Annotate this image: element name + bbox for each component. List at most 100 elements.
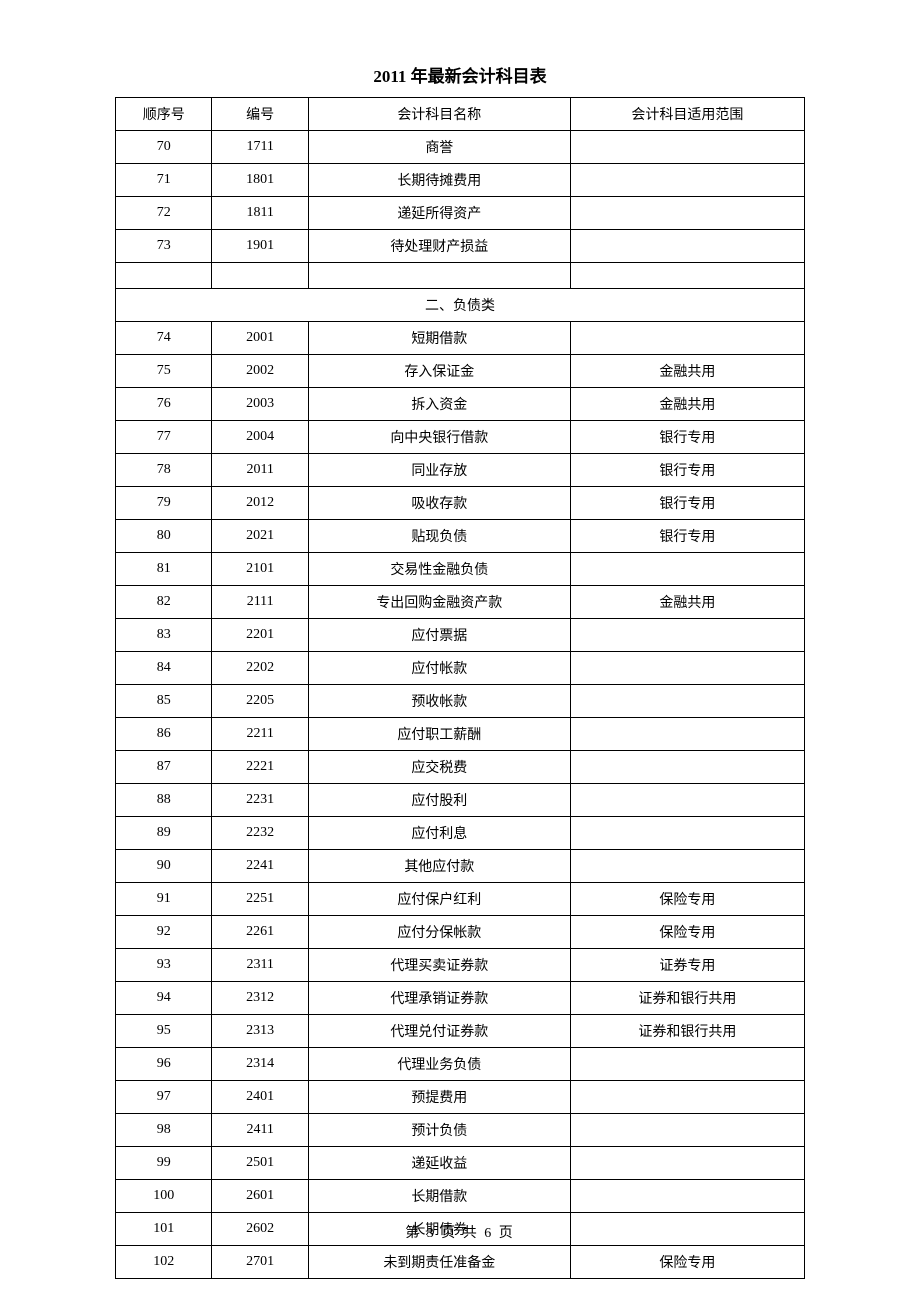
table-row: 842202应付帐款 bbox=[116, 652, 805, 685]
table-row: 752002存入保证金金融共用 bbox=[116, 355, 805, 388]
table-row: 952313代理兑付证券款证券和银行共用 bbox=[116, 1015, 805, 1048]
cell-code: 2241 bbox=[212, 850, 308, 883]
cell-name: 代理兑付证券款 bbox=[308, 1015, 570, 1048]
cell-seq: 71 bbox=[116, 164, 212, 197]
empty-cell bbox=[570, 263, 804, 289]
table-row: 822111专出回购金融资产款金融共用 bbox=[116, 586, 805, 619]
cell-scope bbox=[570, 1180, 804, 1213]
cell-name: 交易性金融负债 bbox=[308, 553, 570, 586]
cell-code: 2221 bbox=[212, 751, 308, 784]
cell-code: 2001 bbox=[212, 322, 308, 355]
cell-scope: 保险专用 bbox=[570, 916, 804, 949]
table-row: 812101交易性金融负债 bbox=[116, 553, 805, 586]
cell-seq: 96 bbox=[116, 1048, 212, 1081]
cell-name: 短期借款 bbox=[308, 322, 570, 355]
cell-name: 贴现负债 bbox=[308, 520, 570, 553]
cell-seq: 84 bbox=[116, 652, 212, 685]
cell-seq: 77 bbox=[116, 421, 212, 454]
empty-cell bbox=[308, 263, 570, 289]
table-row: 862211应付职工薪酬 bbox=[116, 718, 805, 751]
cell-name: 应付职工薪酬 bbox=[308, 718, 570, 751]
cell-seq: 80 bbox=[116, 520, 212, 553]
cell-name: 应付票据 bbox=[308, 619, 570, 652]
cell-seq: 95 bbox=[116, 1015, 212, 1048]
cell-seq: 86 bbox=[116, 718, 212, 751]
section-title: 二、负债类 bbox=[116, 289, 805, 322]
cell-code: 2021 bbox=[212, 520, 308, 553]
cell-scope: 银行专用 bbox=[570, 520, 804, 553]
cell-name: 预提费用 bbox=[308, 1081, 570, 1114]
cell-code: 2011 bbox=[212, 454, 308, 487]
cell-seq: 93 bbox=[116, 949, 212, 982]
cell-code: 2311 bbox=[212, 949, 308, 982]
cell-name: 未到期责任准备金 bbox=[308, 1246, 570, 1279]
cell-code: 2012 bbox=[212, 487, 308, 520]
cell-seq: 75 bbox=[116, 355, 212, 388]
cell-code: 2501 bbox=[212, 1147, 308, 1180]
table-row: 832201应付票据 bbox=[116, 619, 805, 652]
cell-seq: 100 bbox=[116, 1180, 212, 1213]
cell-scope bbox=[570, 619, 804, 652]
cell-code: 2312 bbox=[212, 982, 308, 1015]
cell-seq: 73 bbox=[116, 230, 212, 263]
cell-scope: 银行专用 bbox=[570, 487, 804, 520]
cell-code: 2401 bbox=[212, 1081, 308, 1114]
cell-code: 2004 bbox=[212, 421, 308, 454]
cell-seq: 70 bbox=[116, 131, 212, 164]
cell-name: 长期借款 bbox=[308, 1180, 570, 1213]
cell-code: 2202 bbox=[212, 652, 308, 685]
table-row: 721811递延所得资产 bbox=[116, 197, 805, 230]
cell-seq: 85 bbox=[116, 685, 212, 718]
cell-name: 吸收存款 bbox=[308, 487, 570, 520]
header-code: 编号 bbox=[212, 98, 308, 131]
empty-cell bbox=[116, 263, 212, 289]
table-row: 982411预计负债 bbox=[116, 1114, 805, 1147]
cell-scope: 银行专用 bbox=[570, 421, 804, 454]
table-row: 922261应付分保帐款保险专用 bbox=[116, 916, 805, 949]
empty-row bbox=[116, 263, 805, 289]
cell-scope bbox=[570, 131, 804, 164]
cell-name: 应付保户红利 bbox=[308, 883, 570, 916]
cell-name: 预计负债 bbox=[308, 1114, 570, 1147]
cell-scope: 金融共用 bbox=[570, 586, 804, 619]
cell-code: 2701 bbox=[212, 1246, 308, 1279]
cell-seq: 81 bbox=[116, 553, 212, 586]
table-row: 892232应付利息 bbox=[116, 817, 805, 850]
cell-name: 专出回购金融资产款 bbox=[308, 586, 570, 619]
cell-seq: 76 bbox=[116, 388, 212, 421]
cell-name: 存入保证金 bbox=[308, 355, 570, 388]
table-row: 802021贴现负债银行专用 bbox=[116, 520, 805, 553]
cell-code: 2002 bbox=[212, 355, 308, 388]
header-seq: 顺序号 bbox=[116, 98, 212, 131]
table-row: 882231应付股利 bbox=[116, 784, 805, 817]
cell-code: 2261 bbox=[212, 916, 308, 949]
cell-name: 应付利息 bbox=[308, 817, 570, 850]
cell-seq: 74 bbox=[116, 322, 212, 355]
cell-seq: 91 bbox=[116, 883, 212, 916]
cell-name: 递延所得资产 bbox=[308, 197, 570, 230]
cell-seq: 99 bbox=[116, 1147, 212, 1180]
table-row: 972401预提费用 bbox=[116, 1081, 805, 1114]
cell-name: 代理业务负债 bbox=[308, 1048, 570, 1081]
cell-code: 1801 bbox=[212, 164, 308, 197]
table-row: 902241其他应付款 bbox=[116, 850, 805, 883]
cell-seq: 82 bbox=[116, 586, 212, 619]
cell-seq: 98 bbox=[116, 1114, 212, 1147]
cell-seq: 78 bbox=[116, 454, 212, 487]
accounting-table: 顺序号 编号 会计科目名称 会计科目适用范围 701711商誉711801长期待… bbox=[115, 97, 805, 1279]
cell-name: 代理承销证券款 bbox=[308, 982, 570, 1015]
header-name: 会计科目名称 bbox=[308, 98, 570, 131]
cell-scope bbox=[570, 1147, 804, 1180]
cell-scope bbox=[570, 718, 804, 751]
table-row: 942312代理承销证券款证券和银行共用 bbox=[116, 982, 805, 1015]
table-row: 711801长期待摊费用 bbox=[116, 164, 805, 197]
cell-name: 待处理财产损益 bbox=[308, 230, 570, 263]
cell-scope: 保险专用 bbox=[570, 883, 804, 916]
cell-code: 2211 bbox=[212, 718, 308, 751]
cell-code: 2313 bbox=[212, 1015, 308, 1048]
cell-scope bbox=[570, 751, 804, 784]
cell-code: 2231 bbox=[212, 784, 308, 817]
cell-scope: 金融共用 bbox=[570, 355, 804, 388]
cell-scope bbox=[570, 1081, 804, 1114]
cell-code: 2314 bbox=[212, 1048, 308, 1081]
